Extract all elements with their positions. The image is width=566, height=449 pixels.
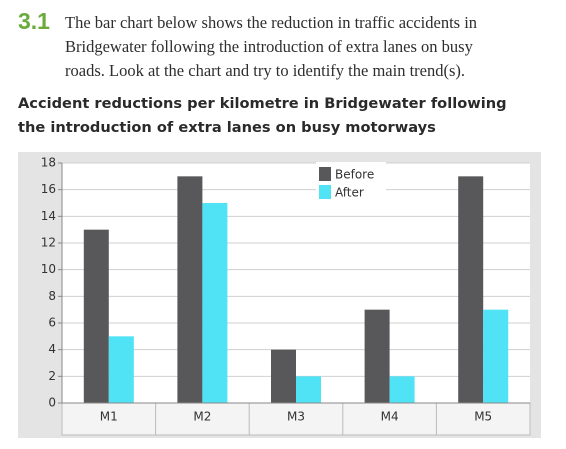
y-tick-label: 16: [41, 182, 56, 196]
legend-swatch: [319, 185, 331, 199]
y-tick-label: 10: [41, 262, 56, 276]
bar: [364, 309, 390, 403]
x-tick-label: M4: [381, 410, 399, 424]
bar: [83, 229, 109, 403]
y-tick-label: 0: [48, 396, 56, 410]
instruction-line: roads. Look at the chart and try to iden…: [65, 61, 466, 80]
x-tick-label: M2: [193, 410, 211, 424]
y-tick-label: 14: [41, 209, 56, 223]
chart-title: Accident reductions per kilometre in Bri…: [18, 95, 507, 136]
instruction-line: Bridgewater following the introduction o…: [65, 37, 473, 56]
legend-swatch: [319, 167, 331, 181]
y-tick-label: 4: [48, 342, 56, 356]
instruction-line: The bar chart below shows the reduction …: [65, 13, 478, 32]
bar: [108, 336, 134, 403]
y-tick-label: 6: [48, 316, 56, 330]
instructions: The bar chart below shows the reduction …: [65, 11, 477, 83]
x-tick-label: M3: [287, 410, 305, 424]
y-tick-label: 12: [41, 236, 56, 250]
exercise-number: 3.1: [18, 8, 50, 34]
bar: [271, 349, 296, 403]
bar: [389, 376, 415, 403]
legend-label: Before: [335, 168, 374, 182]
chart: 0 2 4 6 8 10 12 14 16 18 M1 M2 M3 M4 M5 Before After: [18, 152, 541, 438]
x-tick-label: M5: [474, 410, 492, 424]
y-tick-label: 8: [48, 289, 56, 303]
bar: [458, 176, 484, 403]
bar: [296, 376, 321, 403]
category-row: [61, 402, 531, 436]
bar: [202, 203, 228, 403]
bar: [177, 176, 203, 403]
legend-label: After: [335, 186, 364, 200]
y-tick-label: 18: [41, 156, 56, 170]
bar: [483, 309, 509, 403]
x-tick-label: M1: [100, 410, 118, 424]
y-tick-label: 2: [48, 369, 56, 383]
